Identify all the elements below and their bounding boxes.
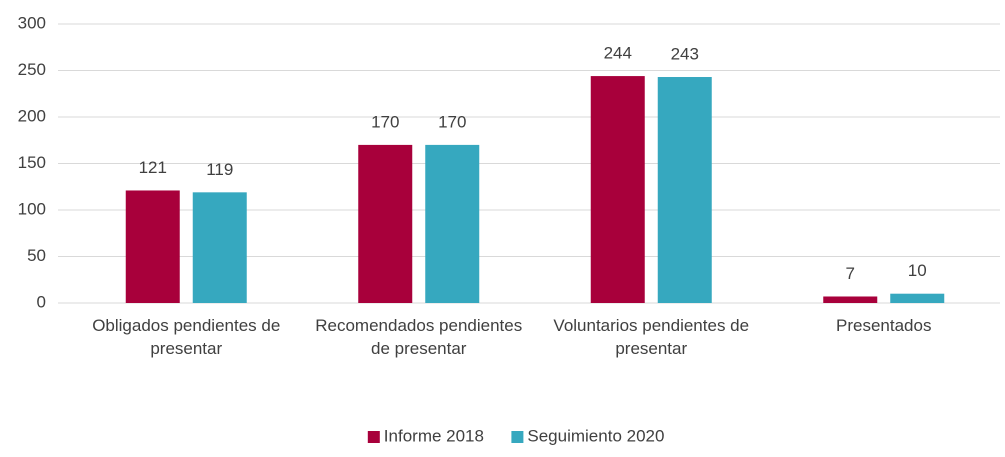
bar bbox=[657, 77, 712, 303]
legend-label: Seguimiento 2020 bbox=[527, 426, 664, 445]
bar bbox=[125, 190, 180, 303]
value-label: 243 bbox=[671, 44, 699, 63]
y-tick-label: 200 bbox=[18, 106, 46, 125]
value-label: 119 bbox=[206, 160, 233, 179]
bar bbox=[590, 76, 645, 303]
y-tick-label: 150 bbox=[18, 153, 46, 172]
legend-label: Informe 2018 bbox=[384, 426, 484, 445]
value-label: 10 bbox=[908, 261, 927, 280]
bar bbox=[192, 192, 247, 303]
value-label: 170 bbox=[371, 112, 399, 131]
x-label-box: Obligados pendientes de presentar bbox=[92, 316, 281, 358]
value-label: 244 bbox=[604, 44, 632, 63]
y-tick-label: 0 bbox=[37, 292, 46, 311]
bar bbox=[823, 296, 878, 303]
value-label: 7 bbox=[846, 264, 855, 283]
y-tick-label: 100 bbox=[18, 199, 46, 218]
x-label-box: Recomendados pendientes de presentar bbox=[315, 316, 523, 358]
legend-swatch bbox=[511, 431, 524, 443]
y-tick-label: 250 bbox=[18, 60, 46, 79]
value-label: 170 bbox=[438, 112, 466, 131]
y-tick-label: 50 bbox=[27, 246, 46, 265]
bar bbox=[358, 144, 413, 303]
x-tick-label: Presentados bbox=[836, 316, 932, 335]
value-label: 121 bbox=[139, 158, 167, 177]
x-tick-label: Obligados pendientes de presentar bbox=[92, 316, 281, 358]
x-label-box: Presentados bbox=[836, 316, 932, 335]
x-label-box: Voluntarios pendientes de presentar bbox=[553, 316, 750, 358]
legend-swatch bbox=[367, 431, 380, 443]
bar bbox=[890, 293, 945, 303]
x-tick-label: Recomendados pendientes de presentar bbox=[315, 316, 523, 358]
x-tick-label: Voluntarios pendientes de presentar bbox=[553, 316, 750, 358]
y-tick-label: 300 bbox=[18, 13, 46, 32]
bar bbox=[425, 144, 480, 303]
